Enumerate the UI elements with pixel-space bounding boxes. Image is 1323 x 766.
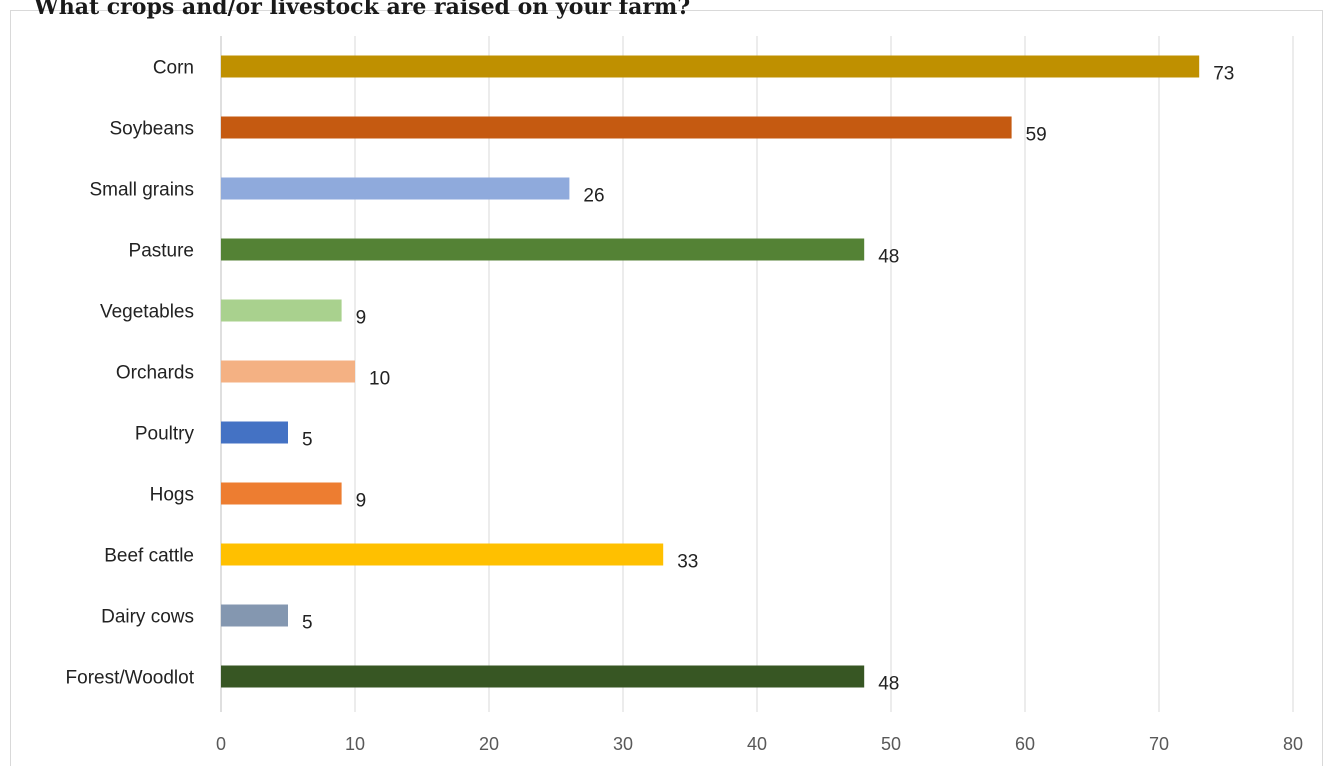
data-label: 59 bbox=[1026, 125, 1047, 146]
data-label: 10 bbox=[369, 369, 390, 390]
x-tick-label: 0 bbox=[216, 734, 226, 754]
data-label: 73 bbox=[1213, 64, 1234, 85]
category-label: Poultry bbox=[135, 424, 195, 445]
bar bbox=[221, 55, 1200, 78]
data-label: 48 bbox=[878, 247, 899, 268]
data-label: 9 bbox=[356, 308, 367, 329]
category-labels: Corn Soybeans Small grains Pasture Vegetable… bbox=[66, 58, 195, 689]
category-label: Hogs bbox=[150, 485, 194, 506]
x-tick-labels: 0 10 20 30 40 50 60 70 80 bbox=[216, 734, 1303, 754]
data-label: 9 bbox=[356, 491, 367, 512]
category-label: Soybeans bbox=[109, 119, 194, 140]
category-label: Orchards bbox=[116, 363, 194, 384]
bar bbox=[221, 543, 664, 566]
x-tick-label: 70 bbox=[1149, 734, 1169, 754]
x-tick-label: 30 bbox=[613, 734, 633, 754]
bar bbox=[221, 360, 355, 383]
chart-title: What crops and/or livestock are raised o… bbox=[33, 0, 690, 20]
x-tick-label: 40 bbox=[747, 734, 767, 754]
category-label: Dairy cows bbox=[101, 607, 194, 628]
category-label: Vegetables bbox=[100, 302, 194, 323]
data-label: 33 bbox=[677, 552, 698, 573]
data-label: 5 bbox=[302, 430, 313, 451]
bar bbox=[221, 299, 342, 322]
bar bbox=[221, 482, 342, 505]
data-label: 48 bbox=[878, 674, 899, 695]
x-tick-label: 80 bbox=[1283, 734, 1303, 754]
bar bbox=[221, 238, 865, 261]
x-tick-label: 20 bbox=[479, 734, 499, 754]
data-label: 26 bbox=[583, 186, 604, 207]
bar bbox=[221, 665, 865, 688]
bar bbox=[221, 421, 288, 444]
bar bbox=[221, 116, 1012, 139]
x-tick-label: 60 bbox=[1015, 734, 1035, 754]
gridlines bbox=[220, 36, 1294, 712]
category-label: Pasture bbox=[129, 241, 194, 262]
category-label: Small grains bbox=[89, 180, 194, 201]
category-label: Forest/Woodlot bbox=[66, 668, 195, 689]
category-label: Corn bbox=[153, 58, 194, 79]
bars bbox=[221, 55, 1200, 688]
bar bbox=[221, 604, 288, 627]
x-tick-label: 10 bbox=[345, 734, 365, 754]
bar bbox=[221, 177, 570, 200]
data-label: 5 bbox=[302, 613, 313, 634]
x-tick-label: 50 bbox=[881, 734, 901, 754]
category-label: Beef cattle bbox=[104, 546, 194, 567]
